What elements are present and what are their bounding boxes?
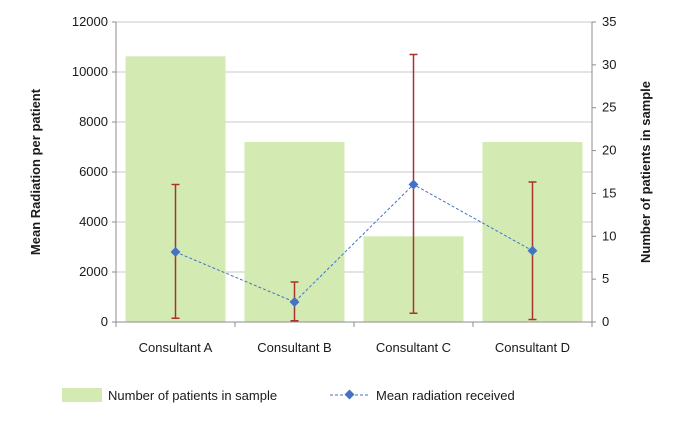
- right-tick-label: 10: [602, 228, 616, 243]
- axes: [112, 21, 596, 327]
- legend-label-bars: Number of patients in sample: [108, 388, 277, 403]
- right-tick-label: 20: [602, 143, 616, 158]
- category-label: Consultant D: [495, 340, 570, 355]
- error-bars: [171, 53, 537, 322]
- data-point-diamond: [289, 297, 300, 307]
- right-axis-title: Number of patients in sample: [638, 81, 653, 263]
- left-tick-label: 12000: [72, 14, 108, 29]
- right-tick-label: 30: [602, 57, 616, 72]
- category-label: Consultant A: [139, 340, 213, 355]
- right-tick-label: 35: [602, 14, 616, 29]
- category-label: Consultant C: [376, 340, 451, 355]
- right-tick-label: 0: [602, 314, 609, 329]
- right-tick-label: 15: [602, 185, 616, 200]
- left-tick-label: 0: [101, 314, 108, 329]
- left-tick-label: 8000: [79, 114, 108, 129]
- left-tick-label: 4000: [79, 214, 108, 229]
- left-tick-label: 2000: [79, 264, 108, 279]
- mean-radiation-line: [175, 183, 533, 303]
- left-axis-title: Mean Radiation per patient: [28, 88, 43, 255]
- tick-labels: 0 2000 4000 6000 8000 10000 12000 0 5 10 15 20 25 30 3…: [72, 14, 617, 355]
- line-series: [170, 179, 538, 307]
- legend-label-line: Mean radiation received: [376, 388, 515, 403]
- bar-series: [125, 56, 583, 323]
- legend-swatch-bars: [62, 388, 102, 402]
- right-tick-label: 5: [602, 271, 609, 286]
- left-tick-label: 6000: [79, 164, 108, 179]
- data-point-diamond: [170, 247, 181, 257]
- legend: Number of patients in sample Mean radiat…: [62, 388, 515, 403]
- data-point-diamond: [408, 179, 419, 190]
- data-point-diamond: [527, 245, 538, 256]
- legend-marker-diamond: [344, 389, 355, 400]
- category-label: Consultant B: [257, 340, 331, 355]
- left-tick-label: 10000: [72, 64, 108, 79]
- right-tick-label: 25: [602, 100, 616, 115]
